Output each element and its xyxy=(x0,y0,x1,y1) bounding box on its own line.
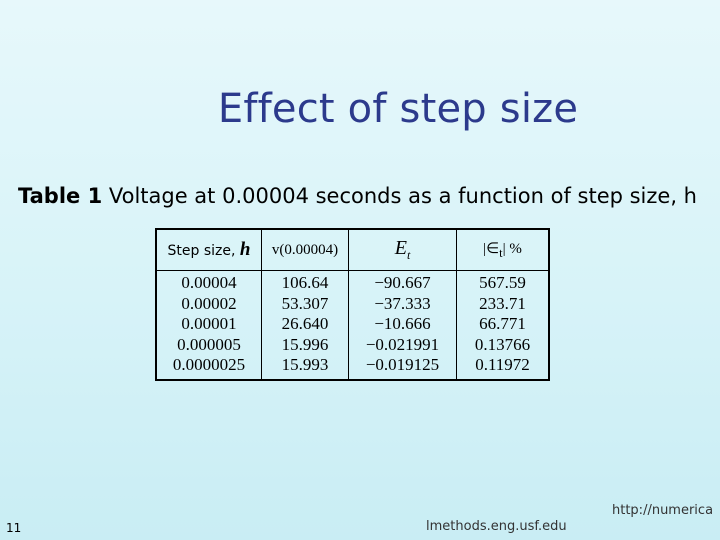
footer-url-part1: http://numerica xyxy=(612,503,714,518)
cell-relative-error: 233.71 xyxy=(479,293,526,313)
slide-title: Effect of step size xyxy=(217,86,579,132)
table-data-row: 0.00004 0.00002 0.00001 0.000005 0.00000… xyxy=(155,270,549,380)
cell-relative-error: 0.13766 xyxy=(474,334,531,354)
step-size-table: Step size, h v(0.00004) Et |∈t| % 0.0000… xyxy=(155,228,550,381)
slide-number: 11 xyxy=(6,521,22,535)
table-header-row: Step size, h v(0.00004) Et |∈t| % xyxy=(155,229,549,271)
header-rel-error-symbol: |∈ xyxy=(483,241,500,257)
header-voltage: v(0.00004) xyxy=(261,229,349,271)
header-true-error-symbol: E xyxy=(394,237,407,259)
caption-label: Table 1 xyxy=(18,184,103,208)
cell-voltage: 15.996 xyxy=(281,334,329,354)
header-step-size-symbol: h xyxy=(239,239,251,260)
cell-true-error: −37.333 xyxy=(374,293,431,313)
table-caption: Table 1 Voltage at 0.00004 seconds as a … xyxy=(18,184,718,208)
header-step-size-label: Step size, xyxy=(167,243,240,259)
cell-voltage: 15.993 xyxy=(281,355,329,374)
cell-step-size: 0.00001 xyxy=(181,314,237,333)
column-voltage: 106.64 53.307 26.640 15.996 15.993 xyxy=(261,270,349,380)
footer-url-part2: lmethods.eng.usf.edu xyxy=(426,519,567,534)
cell-true-error: −0.019125 xyxy=(365,355,440,374)
header-step-size: Step size, h xyxy=(155,229,262,271)
cell-true-error: −10.666 xyxy=(374,314,431,333)
header-true-error: Et xyxy=(348,229,457,271)
caption-text: Voltage at 0.00004 seconds as a function… xyxy=(102,184,697,208)
cell-step-size: 0.000005 xyxy=(177,334,241,354)
cell-relative-error: 0.11972 xyxy=(475,355,530,374)
cell-true-error: −0.021991 xyxy=(365,334,440,354)
cell-step-size: 0.00002 xyxy=(181,293,237,313)
cell-voltage: 53.307 xyxy=(281,293,329,313)
header-rel-error-sub: t xyxy=(499,246,503,260)
column-step-size: 0.00004 0.00002 0.00001 0.000005 0.00000… xyxy=(155,270,262,380)
cell-step-size: 0.0000025 xyxy=(172,355,246,374)
header-true-error-sub: t xyxy=(406,248,411,262)
cell-step-size: 0.00004 xyxy=(181,273,237,292)
cell-voltage: 26.640 xyxy=(281,314,329,333)
cell-relative-error: 567.59 xyxy=(479,273,526,292)
column-relative-error: 567.59 233.71 66.771 0.13766 0.11972 xyxy=(456,270,549,380)
cell-relative-error: 66.771 xyxy=(479,314,526,333)
header-rel-error-suffix: | % xyxy=(502,241,522,257)
column-true-error: −90.667 −37.333 −10.666 −0.021991 −0.019… xyxy=(348,270,457,380)
cell-true-error: −90.667 xyxy=(374,273,431,292)
cell-voltage: 106.64 xyxy=(281,273,329,292)
header-relative-error: |∈t| % xyxy=(456,229,549,271)
